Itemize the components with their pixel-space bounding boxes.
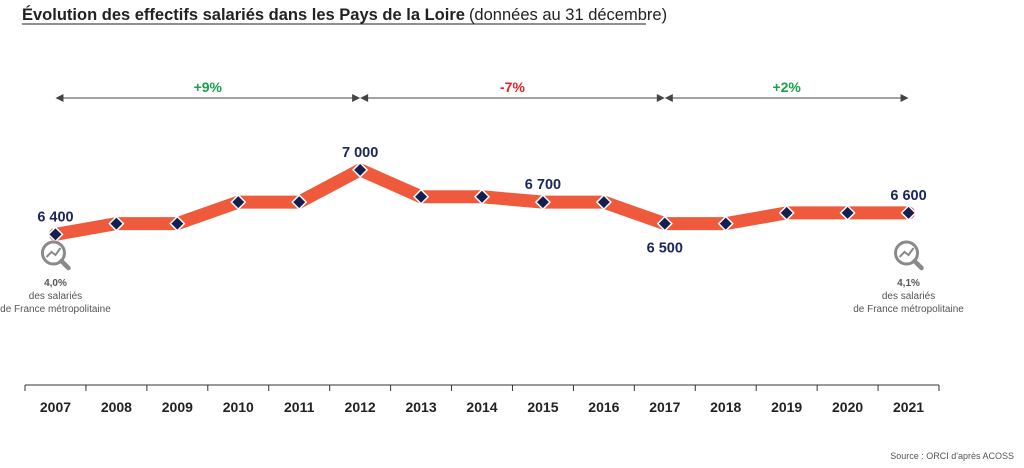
x-tick-label: 2016 — [588, 399, 619, 415]
annotations: 4,0% des salariés de France métropolitaine… — [0, 240, 964, 315]
chart-subtitle: (données au 31 décembre) — [469, 6, 667, 24]
x-tick-label: 2019 — [771, 399, 802, 415]
data-point-marker — [169, 215, 186, 232]
data-point-marker — [778, 204, 795, 221]
magnifier-lens — [894, 240, 920, 266]
arrow-head-left-icon — [664, 94, 673, 102]
x-tick-label: 2009 — [162, 399, 193, 415]
x-axis: 2007 2008 2009 2010 2011 2012 2013 2014 2015 2016… — [24, 384, 940, 415]
source-note: Source : ORCI d'après ACOSS — [890, 451, 1014, 461]
data-point-marker — [473, 188, 491, 205]
x-tick-label: 2017 — [649, 399, 680, 415]
data-point-marker — [108, 215, 125, 232]
data-label: 6 400 — [37, 209, 73, 225]
data-point-marker — [656, 215, 673, 232]
period-change-label: +2% — [772, 79, 801, 95]
magnifier-handle — [59, 258, 71, 271]
data-point-marker — [230, 194, 247, 211]
data-label: 6 600 — [890, 188, 926, 204]
x-tick-label: 2018 — [710, 399, 741, 415]
trend-glyph — [898, 247, 915, 258]
chart-title-main: Évolution des effectifs salariés dans le… — [22, 5, 465, 24]
x-tick-label: 2020 — [832, 399, 863, 415]
x-tick-label: 2013 — [405, 399, 436, 415]
x-tick-label: 2012 — [345, 399, 376, 415]
chart-title: Évolution des effectifs salariés dans le… — [22, 5, 667, 24]
data-label: 6 500 — [647, 241, 683, 257]
arrow-head-left-icon — [360, 94, 369, 102]
annotation-line: des salariés — [29, 291, 82, 302]
data-point-marker — [717, 215, 734, 232]
x-tick-label: 2021 — [893, 399, 924, 415]
arrow-head-left-icon — [55, 94, 64, 102]
period-change-label: -7% — [500, 79, 525, 95]
period-arrows: +9% -7% +2% — [55, 79, 909, 102]
arrow-head-right-icon — [656, 94, 665, 102]
data-point-marker — [839, 204, 856, 221]
trend-glyph — [45, 247, 62, 258]
x-tick-label: 2015 — [527, 399, 558, 415]
annotation-line: de France métropolitaine — [853, 304, 964, 315]
data-point-marker — [900, 204, 917, 221]
arrow-head-right-icon — [900, 94, 909, 102]
x-tick-label: 2011 — [284, 399, 315, 415]
annotation-line: des salariés — [882, 291, 935, 302]
data-point-marker — [291, 194, 308, 211]
magnifier-chart-icon — [40, 240, 71, 271]
x-tick-label: 2007 — [40, 399, 71, 415]
data-label: 6 700 — [525, 177, 561, 193]
x-tick-label: 2014 — [466, 399, 497, 415]
annotation-line: 4,1% — [897, 278, 920, 289]
data-label: 7 000 — [342, 145, 378, 161]
x-tick-label: 2010 — [223, 399, 254, 415]
data-point-marker — [352, 161, 369, 178]
data-labels: 6 400 7 000 6 700 6 500 6 600 — [37, 145, 926, 257]
data-point-marker — [595, 194, 612, 211]
arrow-head-right-icon — [352, 94, 361, 102]
magnifier-lens — [40, 240, 66, 266]
data-point-marker — [413, 188, 430, 205]
annotation-line: 4,0% — [44, 278, 67, 289]
series-line — [47, 161, 917, 243]
magnifier-chart-icon — [894, 240, 924, 271]
data-point-marker — [534, 194, 551, 211]
magnifier-handle — [912, 258, 924, 271]
annotation-line: de France métropolitaine — [0, 304, 111, 315]
x-tick-label: 2008 — [101, 399, 132, 415]
period-change-label: +9% — [194, 79, 223, 95]
